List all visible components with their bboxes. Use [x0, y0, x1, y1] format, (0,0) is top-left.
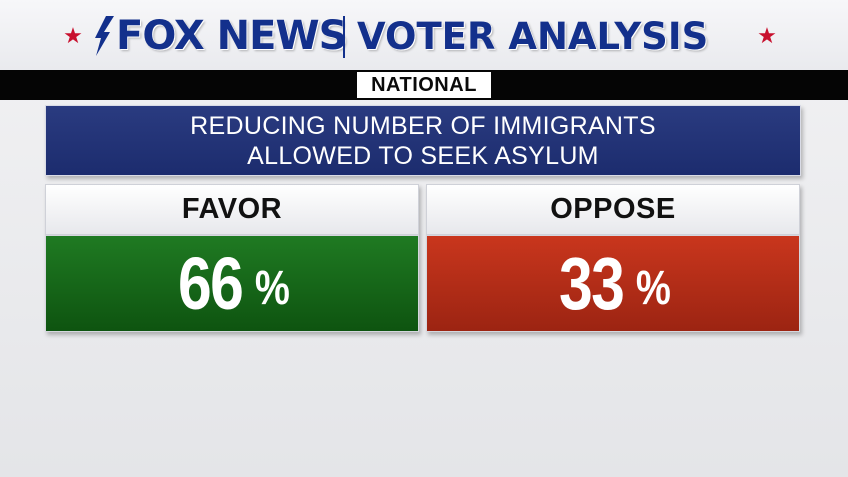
result-value-favor: 66	[177, 242, 244, 325]
result-value-box-favor: 66 %	[45, 235, 419, 332]
page-title: VOTER ANALYSIS	[357, 14, 709, 58]
region-label: NATIONAL	[357, 72, 491, 98]
result-label-favor: FAVOR	[45, 184, 419, 235]
percent-sign: %	[635, 262, 671, 315]
star-icon: ★	[757, 24, 777, 49]
result-favor: FAVOR 66 %	[45, 184, 419, 332]
question-line-1: REDUCING NUMBER OF IMMIGRANTS	[190, 111, 656, 140]
percent-sign: %	[254, 262, 290, 315]
question-banner: REDUCING NUMBER OF IMMIGRANTS ALLOWED TO…	[45, 105, 801, 176]
result-value-oppose: 33	[558, 242, 625, 325]
star-icon: ★	[63, 24, 83, 49]
fox-news-logo: FOX NEWS	[92, 12, 347, 60]
question-line-2: ALLOWED TO SEEK ASYLUM	[247, 141, 599, 170]
result-oppose: OPPOSE 33 %	[426, 184, 800, 332]
result-value-box-oppose: 33 %	[426, 235, 800, 332]
header-divider	[343, 16, 345, 58]
result-label-oppose: OPPOSE	[426, 184, 800, 235]
header-banner: ★ FOX NEWS VOTER ANALYSIS ★	[0, 0, 848, 70]
lightning-bolt-icon	[95, 16, 114, 56]
logo-text: FOX NEWS	[116, 13, 347, 59]
